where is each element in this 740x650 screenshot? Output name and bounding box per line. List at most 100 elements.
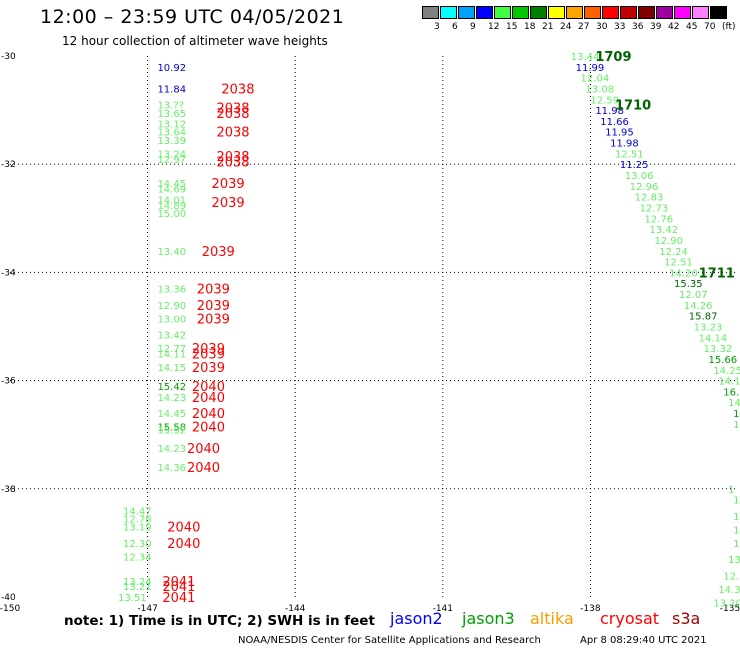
x-tick-label: -147 [137, 604, 157, 614]
wave-height-point: 12.73 [640, 203, 669, 214]
wave-height-point: 14.36 [157, 463, 186, 474]
time-labels: 2038203820382038203820382039203920392039… [162, 50, 734, 606]
time-label: 2038 [216, 126, 249, 141]
time-label: 2038 [216, 101, 249, 116]
legend-swatch [692, 6, 709, 19]
wave-height-point: 12.24 [659, 247, 688, 258]
legend-tick-label: 12 [488, 22, 500, 32]
wave-height-point: 12.07 [679, 290, 708, 301]
wave-height-point: 13.40 [157, 247, 186, 258]
x-tick-label: -141 [433, 604, 453, 614]
legend-tick-label: 70 [704, 22, 716, 32]
time-label: 1710 [615, 99, 651, 114]
satellite-label-jason2: jason2 [390, 609, 443, 628]
wave-height-point: 13.44 [571, 52, 600, 63]
time-label: 2041 [162, 591, 195, 606]
time-label: 2040 [192, 421, 225, 436]
wave-height-point: 13.32 [704, 344, 733, 355]
wave-height-point: 12.90 [157, 301, 186, 312]
legend-tick-label: 21 [542, 22, 554, 32]
chart-subtitle: 12 hour collection of altimeter wave hei… [62, 34, 328, 48]
wave-height-point: 14.14 [699, 333, 728, 344]
wave-height-point: 15.52 [157, 425, 186, 436]
legend-swatch [674, 6, 691, 19]
time-label: 2039 [197, 283, 230, 298]
wave-height-point: 14.23 [157, 444, 186, 455]
wave-height-point: 12.50 [723, 571, 740, 582]
legend-tick-label: 6 [452, 22, 458, 32]
wave-height-point: 12.1 [733, 539, 740, 550]
wave-height-point: 13.24 [157, 149, 186, 160]
time-label: 2039 [192, 342, 225, 357]
wave-height-point: 12.30 [123, 539, 152, 550]
grid-lines [10, 56, 738, 597]
wave-height-point: 12.77 [157, 344, 186, 355]
wave-height-point: 14.23 [157, 393, 186, 404]
time-label: 2040 [187, 442, 220, 457]
legend-tick-label: 39 [650, 22, 662, 32]
wave-height-point: 13.19 [123, 523, 152, 534]
wave-height-point: 15.00 [157, 209, 186, 220]
time-label: 2041 [162, 580, 195, 595]
wave-height-point: 11.98 [610, 139, 639, 150]
wave-height-point: 16. [733, 409, 740, 420]
legend-tick-label: 15 [506, 22, 518, 32]
credit-text: NOAA/NESDIS Center for Satellite Applica… [238, 635, 541, 646]
wave-height-point: 15.66 [708, 355, 737, 366]
legend-swatch [638, 6, 655, 19]
wave-height-point: 11.95 [605, 128, 634, 139]
legend-swatch [620, 6, 637, 19]
wave-height-point: 14.13 [718, 377, 740, 388]
wave-height-point: 14.2 [728, 398, 740, 409]
y-tick-label: -34 [1, 268, 16, 278]
time-label: 2041 [162, 575, 195, 590]
legend-swatch [476, 6, 493, 19]
legend-tick-label: 33 [614, 22, 626, 32]
wave-height-point: 13.?? [157, 101, 184, 112]
wave-height-point: 13.08 [585, 84, 614, 95]
time-label: 2039 [197, 299, 230, 314]
wave-height-point: 12.34 [123, 552, 152, 563]
wave-height-point: 14.20 [669, 268, 698, 279]
wave-height-point: 12.51 [664, 258, 693, 269]
wave-height-point: 12.76 [645, 214, 674, 225]
time-label: 2040 [187, 461, 220, 476]
y-tick-label: -36 [1, 377, 16, 387]
wave-height-point: 13.42 [649, 225, 678, 236]
wave-height-point: 13.8 [733, 512, 740, 523]
time-label: 2038 [216, 150, 249, 165]
satellite-label-cryosat: cryosat [600, 609, 660, 628]
wave-height-point: 11.98 [595, 106, 624, 117]
satellite-label-jason3: jason3 [462, 609, 515, 628]
legend-swatch [602, 6, 619, 19]
wave-height-point: 12.96 [630, 182, 659, 193]
wave-height-point: 14.01 [157, 195, 186, 206]
wave-height-point: 1 [728, 485, 734, 496]
wave-height-point: 12.97 [157, 155, 186, 166]
wave-height-point: 15.87 [689, 312, 718, 323]
legend-tick-label: 3 [434, 22, 440, 32]
axis-tick-labels: -150 -147 -144 -141 -138 -135 -30 -32 -34 -36 -38 -… [0, 52, 740, 614]
wave-height-point: 12.04 [581, 74, 610, 85]
legend-swatch [494, 6, 511, 19]
y-tick-label: -38 [1, 485, 16, 495]
wave-height-point: 13.23 [694, 323, 723, 334]
wave-height-point: 13.44 [728, 555, 740, 566]
legend-swatch [422, 6, 439, 19]
satellite-label-altika: altika [530, 609, 574, 628]
time-label: 2040 [167, 537, 200, 552]
wave-height-point: 12.90 [654, 236, 683, 247]
time-label: 2040 [167, 521, 200, 536]
legend-swatch [440, 6, 457, 19]
y-tick-label: -30 [1, 52, 16, 62]
time-label: 1709 [595, 50, 631, 65]
chart-title: 12:00 – 23:59 UTC 04/05/2021 [40, 6, 345, 28]
legend-tick-label: 24 [560, 22, 572, 32]
wave-height-point: 14.26 [684, 301, 713, 312]
legend-tick-label: 36 [632, 22, 644, 32]
wave-height-point: 14.45 [157, 409, 186, 420]
legend-swatch [710, 6, 727, 19]
time-label: 2039 [202, 245, 235, 260]
